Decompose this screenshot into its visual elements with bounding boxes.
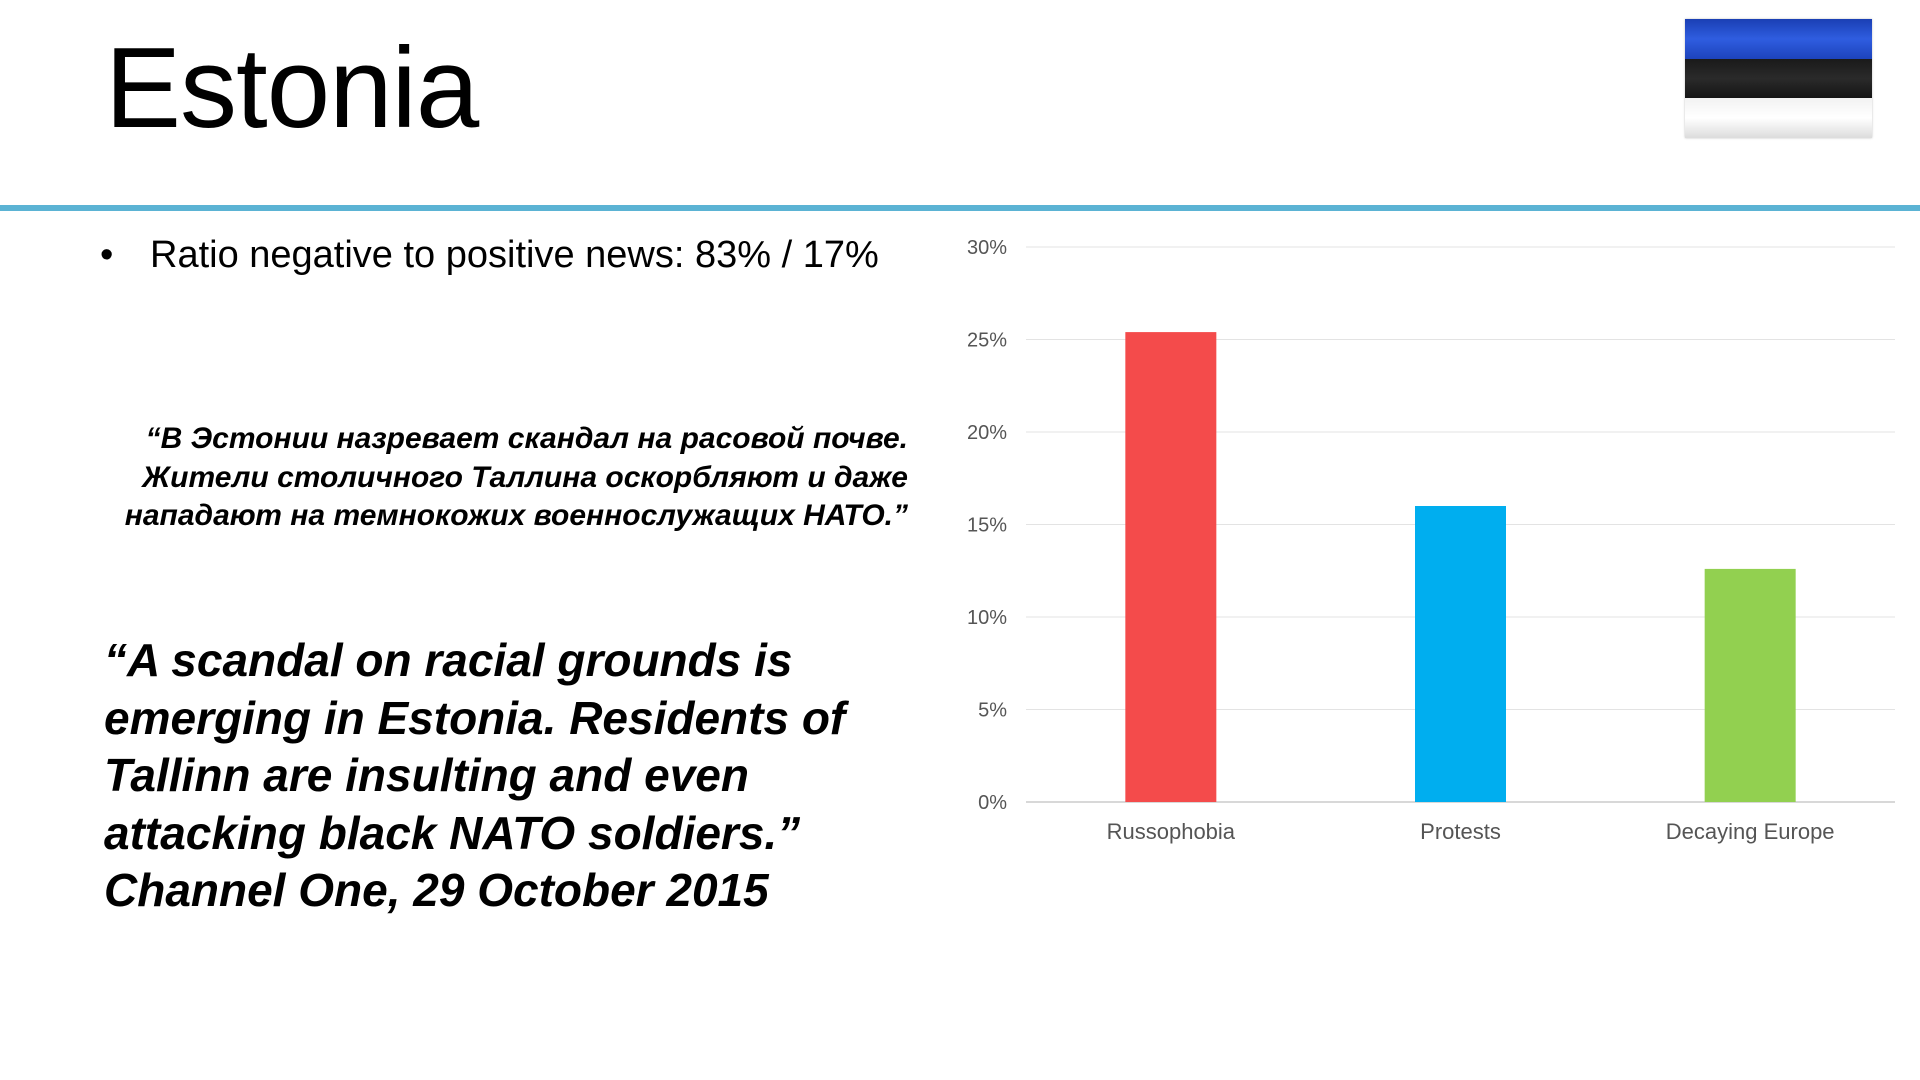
english-quote-line: “A scandal on racial grounds is: [104, 634, 793, 686]
english-quote-line: emerging in Estonia. Residents of: [104, 691, 846, 744]
flag-stripe-white: [1685, 98, 1872, 138]
y-tick-label: 15%: [967, 515, 1007, 537]
flag-stripe-blue: [1685, 19, 1872, 59]
ratio-text: Ratio negative to positive news: 83% / 1…: [150, 234, 879, 276]
ratio-bullet: • Ratio negative to positive news: 83% / …: [100, 230, 879, 280]
x-tick-label: Russophobia: [1107, 819, 1236, 844]
bar-chart: 0% 5% 10% 15% 20% 25% 30% Russophobia Protests De…: [967, 237, 1895, 844]
bar: [1125, 332, 1217, 802]
bar: [1704, 568, 1796, 802]
russian-quote: “В Эстонии назревает скандал на расовой …: [124, 422, 908, 532]
y-tick-label: 5%: [978, 700, 1007, 722]
y-tick-label: 30%: [967, 237, 1007, 259]
quote-attribution: Channel One, 29 October 2015: [104, 864, 769, 916]
estonia-flag-icon: [1685, 19, 1872, 138]
bullet-icon: •: [100, 234, 114, 276]
x-tick-label: Protests: [1420, 819, 1501, 844]
bar: [1415, 506, 1506, 802]
english-quote-line: attacking black NATO soldiers.”: [104, 806, 801, 859]
y-tick-label: 0%: [978, 792, 1007, 814]
slide-title: Estonia: [105, 25, 479, 152]
english-quote-line: Tallinn are insulting and even: [104, 749, 749, 801]
x-tick-label: Decaying Europe: [1666, 819, 1835, 844]
y-tick-label: 25%: [967, 330, 1007, 352]
y-tick-label: 20%: [967, 422, 1007, 444]
flag-stripe-black: [1685, 58, 1872, 99]
y-tick-label: 10%: [967, 607, 1007, 629]
english-quote: “A scandal on racial grounds is emerging…: [104, 632, 964, 920]
title-divider: [0, 205, 1920, 211]
